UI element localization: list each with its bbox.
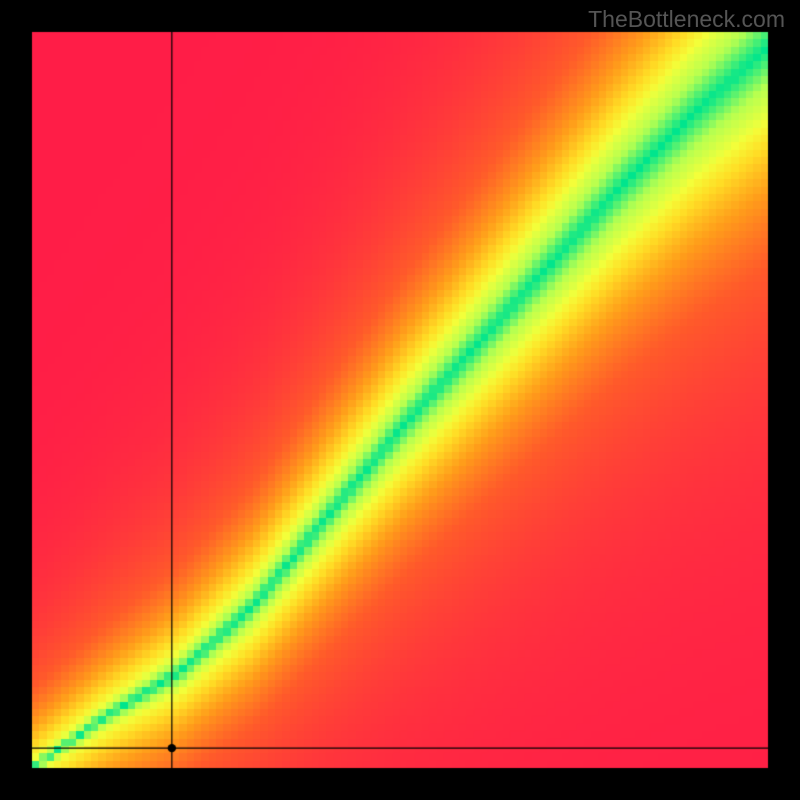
watermark-text: TheBottleneck.com — [588, 6, 785, 33]
chart-container: TheBottleneck.com — [0, 0, 800, 800]
bottleneck-heatmap — [0, 0, 800, 800]
